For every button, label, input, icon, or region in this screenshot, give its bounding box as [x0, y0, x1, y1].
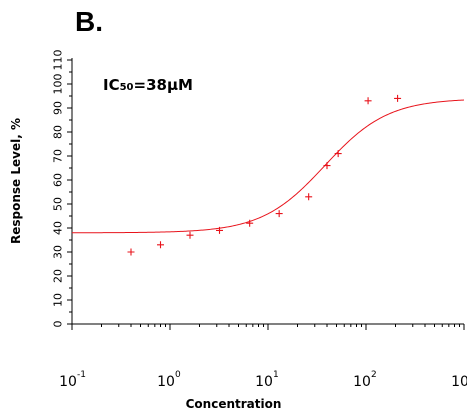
data-point [246, 219, 254, 227]
x-tick-label-exponent: 1 [273, 370, 279, 380]
data-point [157, 241, 165, 249]
data-point [394, 94, 402, 102]
x-tick-label-exponent: 2 [371, 370, 377, 380]
panel-label: B. [75, 6, 103, 37]
x-tick-label-base: 10 [451, 374, 467, 390]
data-points-layer [127, 94, 402, 256]
y-tick-label: 60 [52, 173, 65, 187]
x-tick-label: 103 [451, 374, 467, 390]
y-tick-label: 70 [52, 149, 65, 163]
x-tick-label: 10 0 [157, 370, 181, 390]
fit-curve [71, 99, 465, 234]
y-tick-labels: 0 10 20 30 40 50 60 70 80 90 100 110 [52, 50, 65, 328]
x-tick-label-base: 10 [157, 374, 175, 390]
fit-curve-layer [71, 99, 465, 234]
x-tick-label: 10 1 [255, 370, 279, 390]
ic50-annotation: IC50=38μM [103, 76, 193, 94]
axes [67, 58, 465, 330]
x-tick-label: 10 2 [353, 370, 377, 390]
x-tick-label-exponent: 0 [175, 370, 181, 380]
x-tick-label-base: 10 [255, 374, 273, 390]
y-tick-label: 80 [52, 125, 65, 139]
y-tick-label: 50 [52, 197, 65, 211]
y-tick-label: 90 [52, 101, 65, 115]
x-axis-label: Concentration [185, 397, 282, 411]
x-tick-label-base: 10 [59, 374, 77, 390]
data-point [364, 97, 372, 105]
data-point [186, 231, 194, 239]
x-tick-label-exponent: -1 [77, 370, 86, 380]
y-tick-label: 100 [52, 74, 65, 95]
y-tick-label: 20 [52, 269, 65, 283]
y-tick-label: 30 [52, 245, 65, 259]
y-tick-label: 0 [52, 321, 65, 328]
data-point [334, 150, 342, 158]
ic50-prefix: IC [103, 76, 120, 94]
ic50-suffix: =38μM [133, 76, 193, 94]
data-point [127, 248, 135, 256]
data-point [323, 162, 331, 170]
x-tick-labels: 10-1100101102103 [59, 370, 467, 390]
x-tick-label: 10 -1 [59, 370, 86, 390]
x-tick-label-base: 10 [353, 374, 371, 390]
y-tick-label: 10 [52, 293, 65, 307]
data-point [275, 210, 283, 218]
y-tick-label: 40 [52, 221, 65, 235]
data-point [216, 226, 224, 234]
data-point [305, 193, 313, 201]
y-tick-label: 110 [52, 50, 65, 71]
ic50-subscript: 50 [119, 82, 134, 93]
